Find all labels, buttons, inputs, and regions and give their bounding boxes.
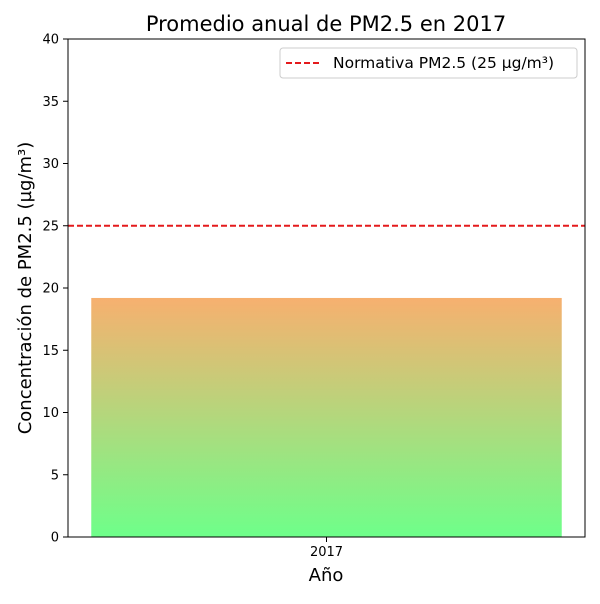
- legend-frame: [279, 47, 578, 79]
- x-axis-ticks: 2017: [310, 537, 343, 560]
- y-tick-label: 25: [42, 219, 59, 234]
- y-tick-label: 5: [51, 468, 59, 483]
- y-tick-label: 10: [42, 406, 59, 421]
- legend-entry-reference-line: Normativa PM2.5 (25 µg/m³): [333, 54, 554, 72]
- y-tick-label: 30: [42, 157, 59, 172]
- plot-frame: [67, 38, 586, 538]
- x-axis-label: Año: [309, 565, 344, 586]
- y-tick-label: 35: [42, 95, 59, 110]
- legend: Normativa PM2.5 (25 µg/m³): [279, 47, 578, 79]
- y-tick-label: 40: [42, 33, 59, 48]
- x-tick-label: 2017: [310, 545, 343, 560]
- y-tick-label: 0: [51, 531, 59, 546]
- y-axis-ticks: 0 5 10 15 20 25 30 35 40: [42, 33, 68, 546]
- bar-2017: [91, 297, 562, 537]
- y-tick-label: 20: [42, 282, 59, 297]
- chart-title: Promedio anual de PM2.5 en 2017: [146, 12, 506, 36]
- bars-layer: [91, 297, 562, 537]
- y-tick-label: 15: [42, 344, 59, 359]
- y-axis-label: Concentración de PM2.5 (µg/m³): [15, 142, 36, 435]
